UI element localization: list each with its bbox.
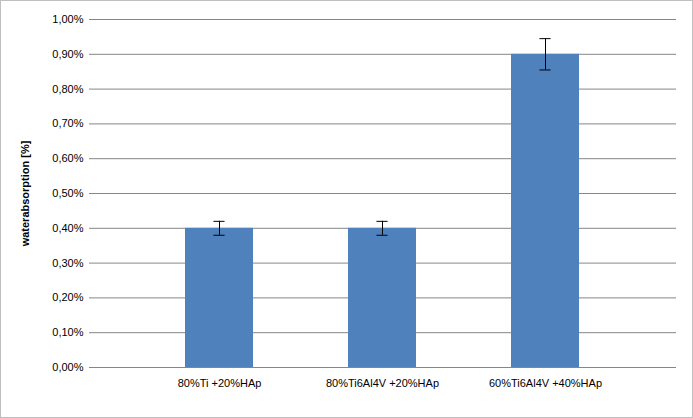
svg-text:0,00%: 0,00%	[52, 361, 83, 373]
svg-text:0,40%: 0,40%	[52, 222, 83, 234]
svg-text:0,50%: 0,50%	[52, 187, 83, 199]
svg-text:1,00%: 1,00%	[52, 13, 83, 25]
svg-text:0,30%: 0,30%	[52, 257, 83, 269]
svg-text:80%Ti6Al4V +20%HAp: 80%Ti6Al4V +20%HAp	[326, 377, 439, 389]
svg-text:waterabsorption [%]: waterabsorption [%]	[19, 140, 31, 247]
svg-text:0,80%: 0,80%	[52, 83, 83, 95]
svg-text:0,10%: 0,10%	[52, 326, 83, 338]
svg-text:0,90%: 0,90%	[52, 48, 83, 60]
svg-text:60%Ti6Al4V +40%HAp: 60%Ti6Al4V +40%HAp	[489, 377, 602, 389]
svg-text:80%Ti +20%HAp: 80%Ti +20%HAp	[178, 377, 262, 389]
svg-text:0,20%: 0,20%	[52, 291, 83, 303]
svg-text:0,60%: 0,60%	[52, 152, 83, 164]
svg-text:0,70%: 0,70%	[52, 117, 83, 129]
